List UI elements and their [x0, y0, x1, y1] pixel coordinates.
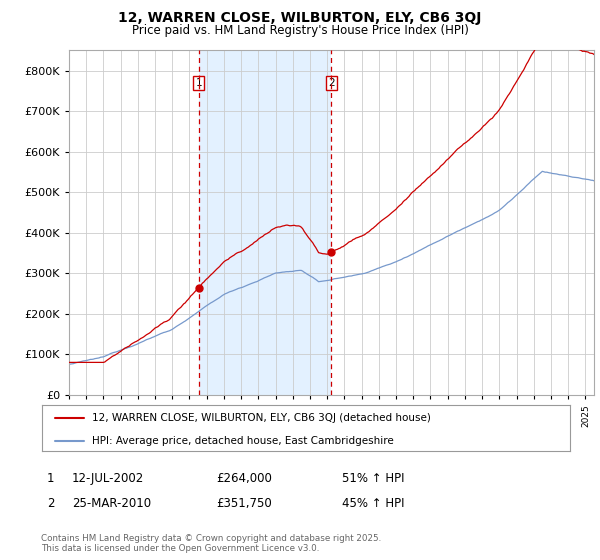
Text: 12-JUL-2002: 12-JUL-2002: [72, 472, 144, 485]
Text: 2: 2: [328, 78, 334, 88]
Text: HPI: Average price, detached house, East Cambridgeshire: HPI: Average price, detached house, East…: [92, 436, 394, 446]
Text: 1: 1: [47, 472, 54, 485]
Text: 25-MAR-2010: 25-MAR-2010: [72, 497, 151, 510]
Text: 1: 1: [196, 78, 202, 88]
Text: £264,000: £264,000: [216, 472, 272, 485]
Text: 12, WARREN CLOSE, WILBURTON, ELY, CB6 3QJ: 12, WARREN CLOSE, WILBURTON, ELY, CB6 3Q…: [118, 11, 482, 25]
Text: 2: 2: [47, 497, 54, 510]
Text: 45% ↑ HPI: 45% ↑ HPI: [342, 497, 404, 510]
Text: 12, WARREN CLOSE, WILBURTON, ELY, CB6 3QJ (detached house): 12, WARREN CLOSE, WILBURTON, ELY, CB6 3Q…: [92, 413, 431, 423]
Text: Price paid vs. HM Land Registry's House Price Index (HPI): Price paid vs. HM Land Registry's House …: [131, 24, 469, 37]
Text: £351,750: £351,750: [216, 497, 272, 510]
Bar: [199, 50, 331, 395]
Text: Contains HM Land Registry data © Crown copyright and database right 2025.
This d: Contains HM Land Registry data © Crown c…: [41, 534, 381, 553]
Text: 51% ↑ HPI: 51% ↑ HPI: [342, 472, 404, 485]
